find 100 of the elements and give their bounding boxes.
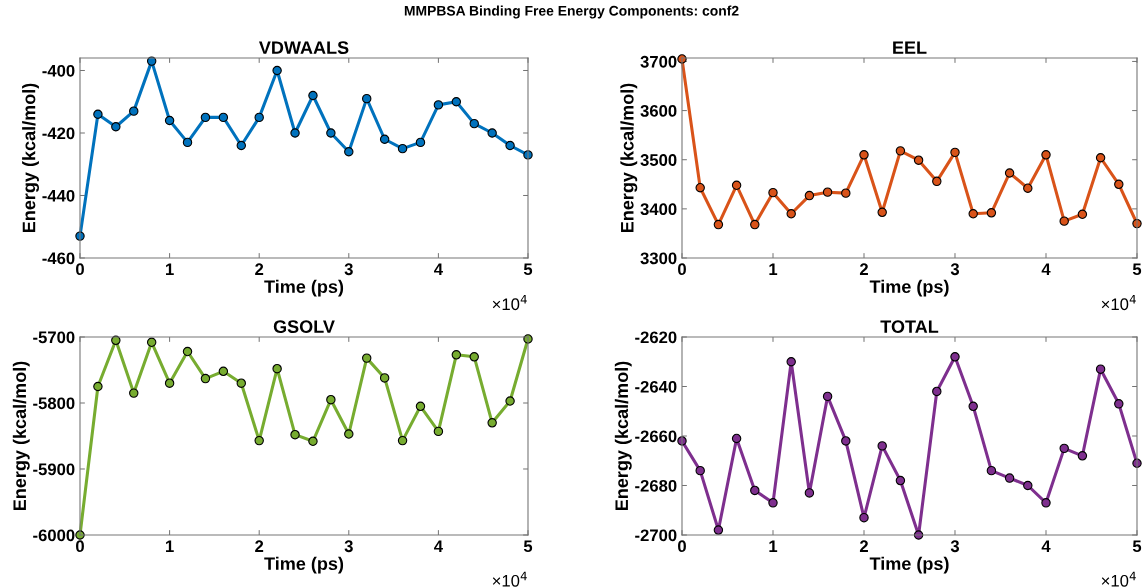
point bbox=[731, 180, 742, 190]
point bbox=[487, 128, 497, 138]
point bbox=[415, 137, 426, 148]
point bbox=[272, 363, 282, 374]
point bbox=[786, 209, 796, 219]
x-tick-label: 2 bbox=[859, 263, 868, 275]
point bbox=[344, 429, 354, 439]
x-tick-label: 5 bbox=[1132, 263, 1142, 276]
x-tick-label: 1 bbox=[769, 263, 778, 275]
point bbox=[200, 112, 211, 123]
point bbox=[841, 188, 851, 198]
point bbox=[1095, 364, 1106, 374]
point bbox=[968, 209, 978, 219]
x-tick-label: 0 bbox=[678, 540, 686, 553]
point bbox=[1004, 473, 1015, 483]
point bbox=[1041, 150, 1051, 160]
point bbox=[804, 488, 815, 498]
point bbox=[487, 418, 497, 428]
point bbox=[254, 435, 264, 446]
point bbox=[731, 433, 742, 444]
x-tick-label: 4 bbox=[434, 540, 443, 552]
point bbox=[397, 435, 408, 446]
chart-title: EEL bbox=[893, 41, 927, 54]
point bbox=[469, 352, 479, 362]
y-tick-label: -420 bbox=[42, 127, 75, 140]
point bbox=[505, 140, 515, 151]
y-axis-title: Energy (kcal/mol) bbox=[12, 361, 30, 511]
point bbox=[1114, 179, 1124, 190]
x-tick-label: 0 bbox=[76, 540, 84, 553]
point bbox=[164, 378, 175, 388]
x-axis-title: Time (ps) bbox=[264, 279, 344, 297]
point bbox=[859, 150, 869, 160]
point bbox=[164, 115, 175, 126]
point bbox=[950, 352, 960, 362]
point bbox=[713, 219, 724, 230]
x-tick-label: 2 bbox=[255, 263, 264, 275]
y-tick-label: -440 bbox=[42, 189, 75, 202]
point bbox=[1059, 216, 1069, 226]
point bbox=[822, 391, 833, 402]
point bbox=[505, 396, 515, 406]
point bbox=[236, 378, 247, 388]
point bbox=[1114, 399, 1124, 409]
point bbox=[433, 426, 444, 437]
text: ×10$^{4}$ bbox=[1101, 571, 1136, 587]
point bbox=[182, 346, 193, 357]
point bbox=[361, 353, 372, 363]
text: MMPBSA Binding Free Energy Components: conf2 bbox=[404, 5, 739, 19]
point bbox=[986, 465, 997, 476]
x-axis-title: Time (ps) bbox=[869, 279, 949, 297]
point bbox=[218, 366, 229, 377]
point bbox=[415, 401, 426, 412]
y-tick-label: -2680 bbox=[635, 479, 677, 492]
y-tick-label: -400 bbox=[42, 64, 75, 77]
chart-title: VDWAALS bbox=[258, 41, 349, 55]
point bbox=[1077, 209, 1088, 219]
point bbox=[822, 187, 833, 197]
y-tick-label: -2620 bbox=[635, 331, 677, 344]
text: ×10$^{4}$ bbox=[1101, 295, 1136, 311]
point bbox=[1041, 498, 1051, 508]
point bbox=[968, 401, 978, 412]
y-axis-title: Energy (kcal/mol) bbox=[22, 83, 40, 233]
text: ×10$^{4}$ bbox=[492, 295, 527, 311]
text: ×10$^{4}$ bbox=[492, 571, 527, 587]
point bbox=[433, 100, 444, 110]
point bbox=[308, 90, 318, 101]
point bbox=[469, 118, 479, 129]
point bbox=[895, 475, 906, 486]
point bbox=[859, 512, 869, 523]
x-tick-label: 4 bbox=[1041, 263, 1051, 275]
point bbox=[451, 350, 462, 360]
point bbox=[713, 525, 724, 535]
chart-title: TOTAL bbox=[880, 320, 939, 334]
x-tick-label: 1 bbox=[769, 540, 778, 552]
x-tick-label: 5 bbox=[523, 263, 533, 276]
y-tick-label: 3300 bbox=[640, 252, 677, 265]
point bbox=[308, 436, 318, 447]
y-tick-label: -2640 bbox=[635, 380, 677, 393]
point bbox=[841, 436, 851, 446]
y-tick-label: -2660 bbox=[635, 430, 677, 443]
point bbox=[895, 146, 906, 156]
x-tick-label: 0 bbox=[76, 263, 84, 276]
point bbox=[804, 190, 815, 201]
point bbox=[877, 441, 887, 451]
y-axis-title: Energy (kcal/mol) bbox=[614, 361, 632, 511]
point bbox=[1023, 183, 1033, 193]
point bbox=[950, 147, 960, 158]
x-axis-title: Time (ps) bbox=[869, 556, 949, 574]
chart-title: GSOLV bbox=[273, 320, 335, 334]
point bbox=[695, 465, 705, 476]
point bbox=[93, 109, 103, 119]
point bbox=[750, 485, 760, 496]
y-tick-label: -5800 bbox=[33, 397, 75, 410]
point bbox=[397, 143, 408, 154]
x-tick-label: 1 bbox=[166, 263, 174, 275]
x-axis-title: Time (ps) bbox=[264, 556, 344, 574]
point bbox=[1004, 168, 1015, 178]
point bbox=[218, 112, 229, 123]
y-tick-label: 3700 bbox=[640, 55, 677, 68]
point bbox=[932, 176, 942, 187]
x-tick-label: 4 bbox=[1041, 540, 1051, 552]
